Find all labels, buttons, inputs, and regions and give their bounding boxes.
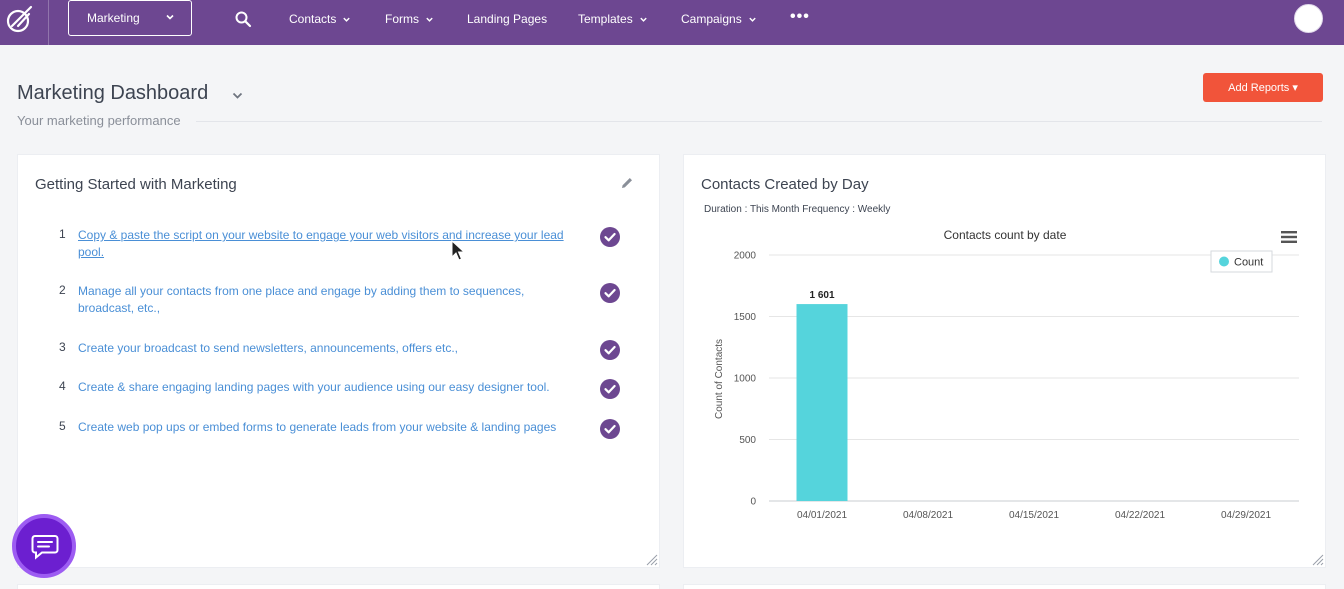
chevron-down-icon [426,17,433,23]
contacts-bar-chart: Contacts count by date Count of Contacts… [714,228,1299,521]
next-card-peek [683,584,1326,589]
y-tick-label: 1000 [734,374,757,385]
check-circle-icon [600,227,620,247]
resize-handle-icon[interactable] [644,552,658,566]
chart-title: Contacts count by date [944,228,1067,242]
page-title: Marketing Dashboard [17,82,209,104]
y-tick-label: 1500 [734,312,757,323]
resize-handle-icon[interactable] [1310,552,1324,566]
header-divider [196,121,1322,122]
chevron-down-icon [639,17,647,23]
step-number: 2 [59,283,66,297]
nav-templates-label: Templates [578,12,633,26]
getting-started-card: Getting Started with Marketing 1 Copy & … [17,154,660,568]
nav-divider [48,0,49,45]
contacts-card-title: Contacts Created by Day [701,176,869,193]
step-link[interactable]: Create your broadcast to send newsletter… [78,341,458,355]
app-selector-label: Marketing [87,11,140,25]
chevron-down-icon[interactable] [231,89,244,102]
chart-y-axis-label: Count of Contacts [714,339,725,419]
add-reports-button[interactable]: Add Reports ▾ [1203,73,1323,102]
step-number: 5 [59,419,66,433]
nav-forms[interactable]: Forms [385,12,434,26]
step-link[interactable]: Copy & paste the script on your website … [78,228,564,259]
legend-box [1210,250,1273,273]
nav-contacts-label: Contacts [289,12,337,26]
chevron-down-icon [166,14,174,20]
bar-data-label: 1 601 [809,290,834,301]
x-tick-label: 04/29/2021 [1221,510,1271,521]
step-link[interactable]: Manage all your contacts from one place … [78,284,525,315]
chart-bar[interactable] [796,304,848,501]
contacts-card-subtitle: Duration : This Month Frequency : Weekly [704,204,891,215]
top-nav: Marketing Contacts Forms Landing Pages T… [0,0,1344,45]
chevron-down-icon [748,17,756,23]
nav-campaigns-label: Campaigns [681,12,742,26]
next-card-peek [17,584,660,589]
more-menu-icon[interactable]: ••• [790,8,810,25]
step-link[interactable]: Create web pop ups or embed forms to gen… [78,420,557,434]
getting-started-title: Getting Started with Marketing [35,176,237,193]
brand-logo-icon[interactable] [5,4,35,34]
legend-marker [1219,256,1229,267]
nav-forms-label: Forms [385,12,419,26]
x-tick-label: 04/22/2021 [1115,510,1165,521]
step-link[interactable]: Create & share engaging landing pages wi… [78,380,550,394]
check-circle-icon [600,379,620,399]
y-tick-label: 500 [739,435,756,446]
check-circle-icon [600,419,620,439]
legend-label: Count [1234,257,1263,269]
page-subtitle: Your marketing performance [17,113,181,128]
nav-landing-pages[interactable]: Landing Pages [467,12,547,26]
pencil-icon[interactable] [620,176,634,190]
check-circle-icon [600,340,620,360]
y-tick-label: 0 [750,497,756,508]
hamburger-menu-icon[interactable] [1281,230,1297,244]
x-tick-label: 04/01/2021 [797,510,847,521]
nav-contacts[interactable]: Contacts [289,12,351,26]
chart-legend[interactable]: Count [1210,250,1273,273]
nav-campaigns[interactable]: Campaigns [681,12,757,26]
x-tick-label: 04/08/2021 [903,510,953,521]
chevron-down-icon [343,17,351,23]
nav-templates[interactable]: Templates [578,12,648,26]
app-selector[interactable]: Marketing [68,0,192,36]
step-number: 4 [59,379,66,393]
chat-button[interactable] [12,514,76,578]
step-number: 1 [59,227,66,241]
user-avatar[interactable] [1294,4,1323,33]
contacts-created-card: Contacts Created by Day Duration : This … [683,154,1326,568]
nav-landing-pages-label: Landing Pages [467,12,548,26]
x-tick-label: 04/15/2021 [1009,510,1059,521]
chat-bubble-icon [31,535,59,560]
check-circle-icon [600,283,620,303]
y-tick-label: 2000 [734,251,757,262]
search-icon[interactable] [234,10,252,28]
step-number: 3 [59,340,66,354]
